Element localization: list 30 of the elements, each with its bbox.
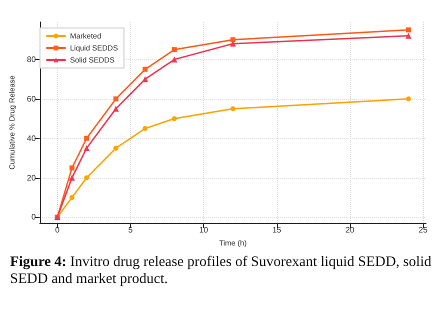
point — [230, 37, 236, 42]
y-tick-label: 80 — [26, 54, 36, 64]
point — [113, 96, 118, 102]
point — [112, 106, 119, 112]
point — [230, 40, 236, 47]
point — [172, 116, 177, 122]
point — [142, 66, 148, 72]
x-tick-label: 15 — [272, 226, 282, 235]
caption: Figure 4: Invitro drug release profiles of Suvorexant liquid SEDD, solid SEDD and market product. — [10, 254, 432, 288]
point — [230, 106, 236, 112]
point — [84, 145, 90, 152]
y-tick-label: 60 — [26, 94, 36, 104]
x-tick-label: 25 — [418, 226, 428, 235]
point — [84, 175, 90, 180]
x-tick-label: 20 — [345, 226, 355, 235]
point — [84, 136, 90, 141]
point — [69, 165, 74, 170]
point — [142, 76, 148, 82]
point — [68, 174, 75, 181]
point — [142, 126, 148, 131]
point — [405, 32, 412, 39]
point — [406, 27, 411, 32]
point — [172, 47, 177, 52]
point — [406, 96, 411, 102]
point — [69, 194, 74, 200]
point — [113, 146, 118, 151]
point — [171, 56, 178, 62]
y-tick-label: 20 — [26, 173, 36, 182]
y-tick-label: 40 — [26, 134, 36, 143]
x-tick-label: 10 — [199, 226, 209, 235]
